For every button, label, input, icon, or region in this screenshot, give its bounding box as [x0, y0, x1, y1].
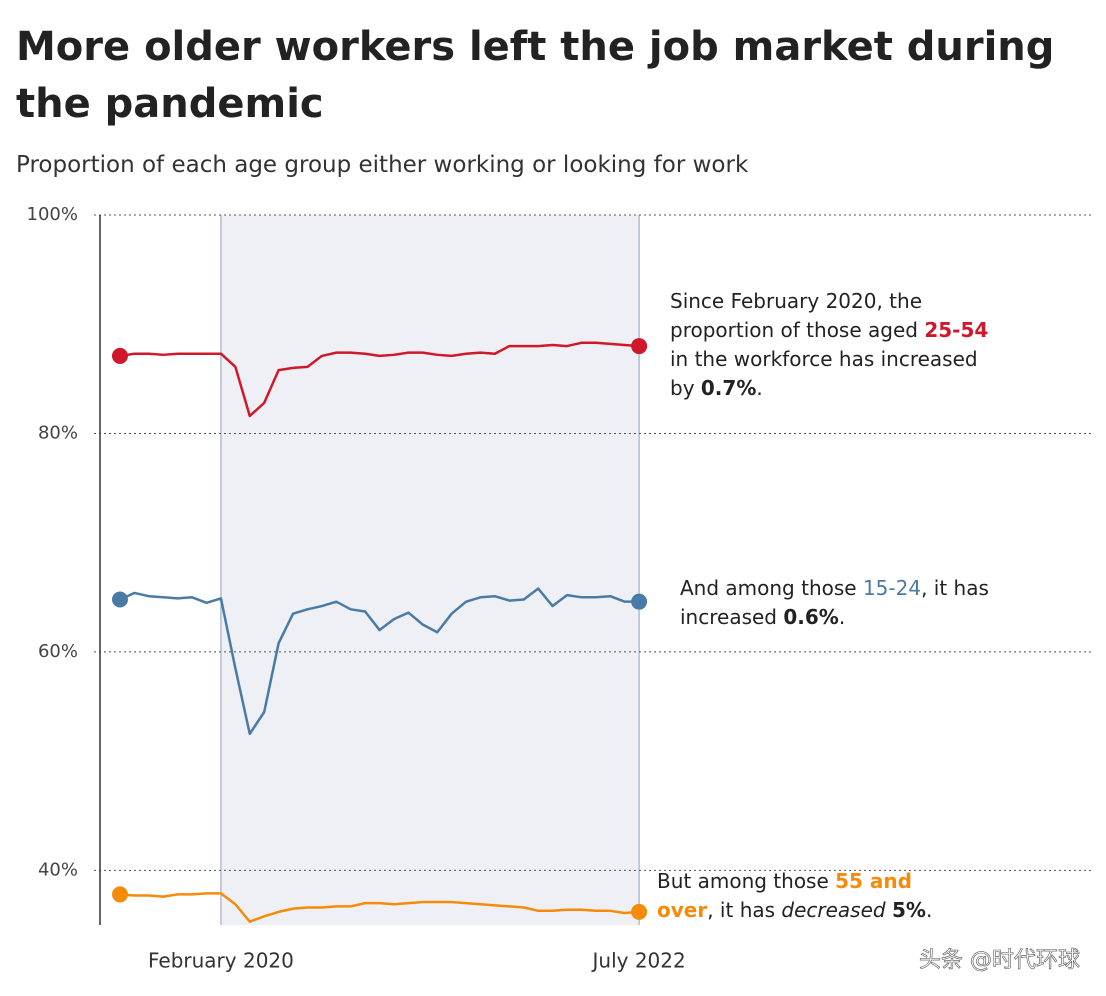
annotation-text: in the workforce has increased [670, 347, 978, 371]
annotation-text: over [657, 898, 707, 922]
y-tick-label: 40% [38, 859, 78, 880]
end-dot [112, 347, 128, 364]
annotation-text: 0.6% [783, 605, 838, 629]
annotation-line: Since February 2020, the [670, 289, 922, 313]
annotation-text: decreased [781, 898, 886, 922]
watermark: 头条 @时代环球 [919, 948, 1080, 973]
annotation-text: 25-54 [924, 318, 988, 342]
y-tick-label: 60% [38, 641, 78, 662]
annotation-text: 55 and [835, 869, 912, 893]
series-line [119, 892, 640, 923]
annotation-line: increased 0.6%. [680, 605, 845, 629]
annotation-text: proportion of those aged [670, 318, 924, 342]
annotation-line: But among those 55 and [657, 869, 912, 893]
series-line [119, 587, 640, 736]
annotation-text: by [670, 376, 701, 400]
chart-subtitle: Proportion of each age group either work… [16, 152, 749, 178]
annotation-line: proportion of those aged 25-54 [670, 318, 988, 342]
series-line [119, 341, 640, 418]
x-tick-label: February 2020 [148, 949, 294, 973]
annotation-text: 5% [892, 898, 926, 922]
annotation-line: by 0.7%. [670, 376, 763, 400]
annotation-text: And among those [680, 576, 863, 600]
annotation-text: , it has [707, 898, 781, 922]
annotation-line: And among those 15-24, it has [680, 576, 989, 600]
annotation-text: 15-24 [863, 576, 921, 600]
annotation-text: , it has [921, 576, 989, 600]
annotation-text: . [756, 376, 762, 400]
annotation-text: But among those [657, 869, 835, 893]
end-dot [631, 903, 648, 920]
chart-title-line: More older workers left the job market d… [16, 24, 1054, 70]
annotation-text: . [839, 605, 845, 629]
annotation-text: increased [680, 605, 783, 629]
annotation-text: . [926, 898, 932, 922]
annotation-line: over, it has decreased 5%. [657, 898, 932, 922]
end-dot [112, 886, 128, 903]
y-tick-label: 80% [38, 422, 78, 443]
shaded-period [220, 215, 640, 925]
y-tick-label: 100% [27, 204, 78, 225]
end-dot [631, 593, 648, 610]
annotation-text: 0.7% [701, 376, 756, 400]
annotation-text: Since February 2020, the [670, 289, 922, 313]
x-tick-label: July 2022 [591, 949, 686, 973]
end-dot [631, 338, 648, 355]
end-dot [112, 591, 128, 608]
chart-title-line: the pandemic [16, 81, 324, 127]
annotation-line: in the workforce has increased [670, 347, 978, 371]
